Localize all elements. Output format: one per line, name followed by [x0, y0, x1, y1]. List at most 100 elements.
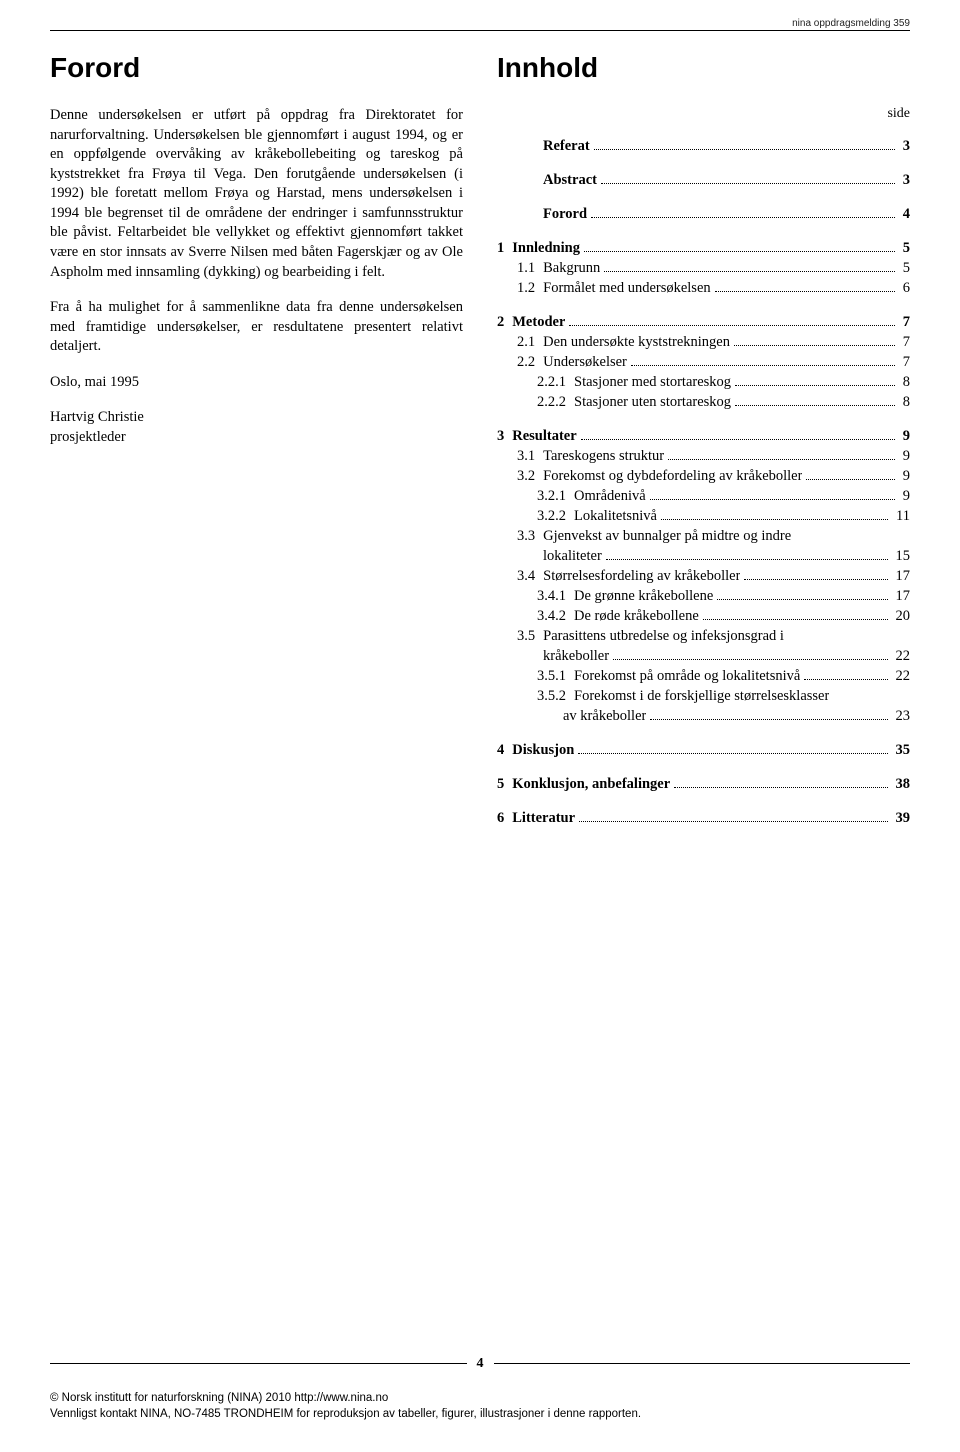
toc-number: 4	[497, 742, 512, 759]
signature-name: Hartvig Christie	[50, 408, 463, 428]
toc-label: Områdenivå	[574, 488, 646, 505]
toc-page: 17	[892, 588, 911, 605]
toc-leader-dots	[613, 659, 887, 660]
toc-label: lokaliteter	[543, 548, 602, 565]
toc-label: Abstract	[543, 172, 597, 189]
toc-page: 15	[892, 548, 911, 565]
toc-row: 6Litteratur39	[497, 808, 910, 828]
toc-page: 9	[899, 428, 910, 445]
toc-page: 8	[899, 374, 910, 391]
footer: 4 © Norsk institutt for naturforskning (…	[50, 1356, 910, 1422]
toc-row: kråkeboller22	[497, 646, 910, 666]
toc-number: 3.4.1	[497, 588, 574, 605]
toc-leader-dots	[735, 385, 895, 386]
table-of-contents: side Referat3Abstract3Forord41Innledning…	[497, 106, 910, 828]
left-column: Forord Denne undersøkelsen er utført på …	[50, 52, 463, 828]
toc-row: Forord4	[497, 204, 910, 224]
toc-page: 6	[899, 280, 910, 297]
toc-label: Gjenvekst av bunnalger på midtre og indr…	[543, 528, 791, 545]
toc-number: 3	[497, 428, 512, 445]
toc-row: lokaliteter 15	[497, 546, 910, 566]
toc-number: 1.2	[497, 280, 543, 297]
forord-title: Forord	[50, 52, 463, 84]
toc-label: Forekomst og dybdefordeling av kråkeboll…	[543, 468, 802, 485]
copyright-line: © Norsk institutt for naturforskning (NI…	[50, 1390, 910, 1406]
toc-leader-dots	[604, 271, 894, 272]
toc-leader-dots	[584, 251, 895, 252]
toc-row: Abstract 3	[497, 170, 910, 190]
toc-leader-dots	[591, 217, 895, 218]
toc-row: 3.3Gjenvekst av bunnalger på midtre og i…	[497, 526, 910, 546]
toc-number: 6	[497, 810, 512, 827]
toc-page: 9	[899, 468, 910, 485]
running-header: nina oppdragsmelding 359	[792, 18, 910, 29]
toc-row: 3.5Parasittens utbredelse og infeksjonsg…	[497, 626, 910, 646]
toc-number: 3.5.1	[497, 668, 574, 685]
toc-side-label: side	[497, 106, 910, 122]
toc-leader-dots	[806, 479, 894, 480]
copyright-line: Vennligst kontakt NINA, NO-7485 TRONDHEI…	[50, 1406, 910, 1422]
toc-row: 3.1Tareskogens struktur9	[497, 446, 910, 466]
toc-number: 2	[497, 314, 512, 331]
forord-paragraph: Denne undersøkelsen er utført på oppdrag…	[50, 106, 463, 282]
toc-number: 3.4.2	[497, 608, 574, 625]
toc-number: 3.2	[497, 468, 543, 485]
toc-row: 4Diskusjon35	[497, 740, 910, 760]
forord-paragraph: Fra å ha mulighet for å sammenlikne data…	[50, 298, 463, 357]
toc-label: De røde kråkebollene	[574, 608, 699, 625]
toc-label: Formålet med undersøkelsen	[543, 280, 711, 297]
toc-label: Lokalitetsnivå	[574, 508, 657, 525]
toc-leader-dots	[569, 325, 894, 326]
toc-number: 3.5	[497, 628, 543, 645]
toc-label: Konklusjon, anbefalinger	[512, 776, 670, 793]
toc-leader-dots	[703, 619, 888, 620]
toc-leader-dots	[804, 679, 887, 680]
footer-rule: 4	[50, 1356, 910, 1372]
top-rule	[50, 30, 910, 31]
toc-page: 22	[892, 668, 911, 685]
toc-label: Den undersøkte kyststrekningen	[543, 334, 730, 351]
toc-row: 2.1Den undersøkte kyststrekningen7	[497, 332, 910, 352]
toc-page: 3	[899, 138, 910, 155]
toc-page: 4	[899, 206, 910, 223]
toc-page: 8	[899, 394, 910, 411]
forord-paragraph: Oslo, mai 1995	[50, 373, 463, 393]
toc-number: 5	[497, 776, 512, 793]
toc-row: 3.2.1Områdenivå9	[497, 486, 910, 506]
toc-page: 7	[899, 314, 910, 331]
toc-row: 5Konklusjon, anbefalinger38	[497, 774, 910, 794]
toc-label: Forekomst i de forskjellige størrelseskl…	[574, 688, 829, 705]
toc-page: 3	[899, 172, 910, 189]
toc-number: 2.2	[497, 354, 543, 371]
toc-number: 3.3	[497, 528, 543, 545]
toc-row: 1.1Bakgrunn5	[497, 258, 910, 278]
toc-page: 9	[899, 448, 910, 465]
page: nina oppdragsmelding 359 Forord Denne un…	[0, 0, 960, 1452]
toc-leader-dots	[674, 787, 887, 788]
toc-number: 3.4	[497, 568, 543, 585]
page-number: 4	[477, 1356, 484, 1372]
toc-row: 3.2Forekomst og dybdefordeling av kråkeb…	[497, 466, 910, 486]
toc-number: 2.1	[497, 334, 543, 351]
toc-page: 23	[892, 708, 911, 725]
toc-leader-dots	[734, 345, 895, 346]
toc-number: 3.5.2	[497, 688, 574, 705]
toc-leader-dots	[717, 599, 887, 600]
toc-label: Parasittens utbredelse og infeksjonsgrad…	[543, 628, 784, 645]
toc-row: 2.2Undersøkelser7	[497, 352, 910, 372]
toc-leader-dots	[744, 579, 887, 580]
toc-label: Litteratur	[512, 810, 575, 827]
footer-line-left	[50, 1363, 467, 1364]
footer-line-right	[494, 1363, 911, 1364]
toc-leader-dots	[601, 183, 895, 184]
toc-page: 11	[892, 508, 910, 525]
toc-row: 2.2.1Stasjoner med stortareskog8	[497, 372, 910, 392]
toc-label: Resultater	[512, 428, 576, 445]
toc-leader-dots	[578, 753, 887, 754]
forord-body: Denne undersøkelsen er utført på oppdrag…	[50, 106, 463, 392]
toc-label: Størrelsesfordeling av kråkeboller	[543, 568, 740, 585]
toc-row: 3.4.1De grønne kråkebollene17	[497, 586, 910, 606]
toc-leader-dots	[581, 439, 895, 440]
toc-label: av kråkeboller	[563, 708, 646, 725]
copyright-block: © Norsk institutt for naturforskning (NI…	[50, 1390, 910, 1422]
